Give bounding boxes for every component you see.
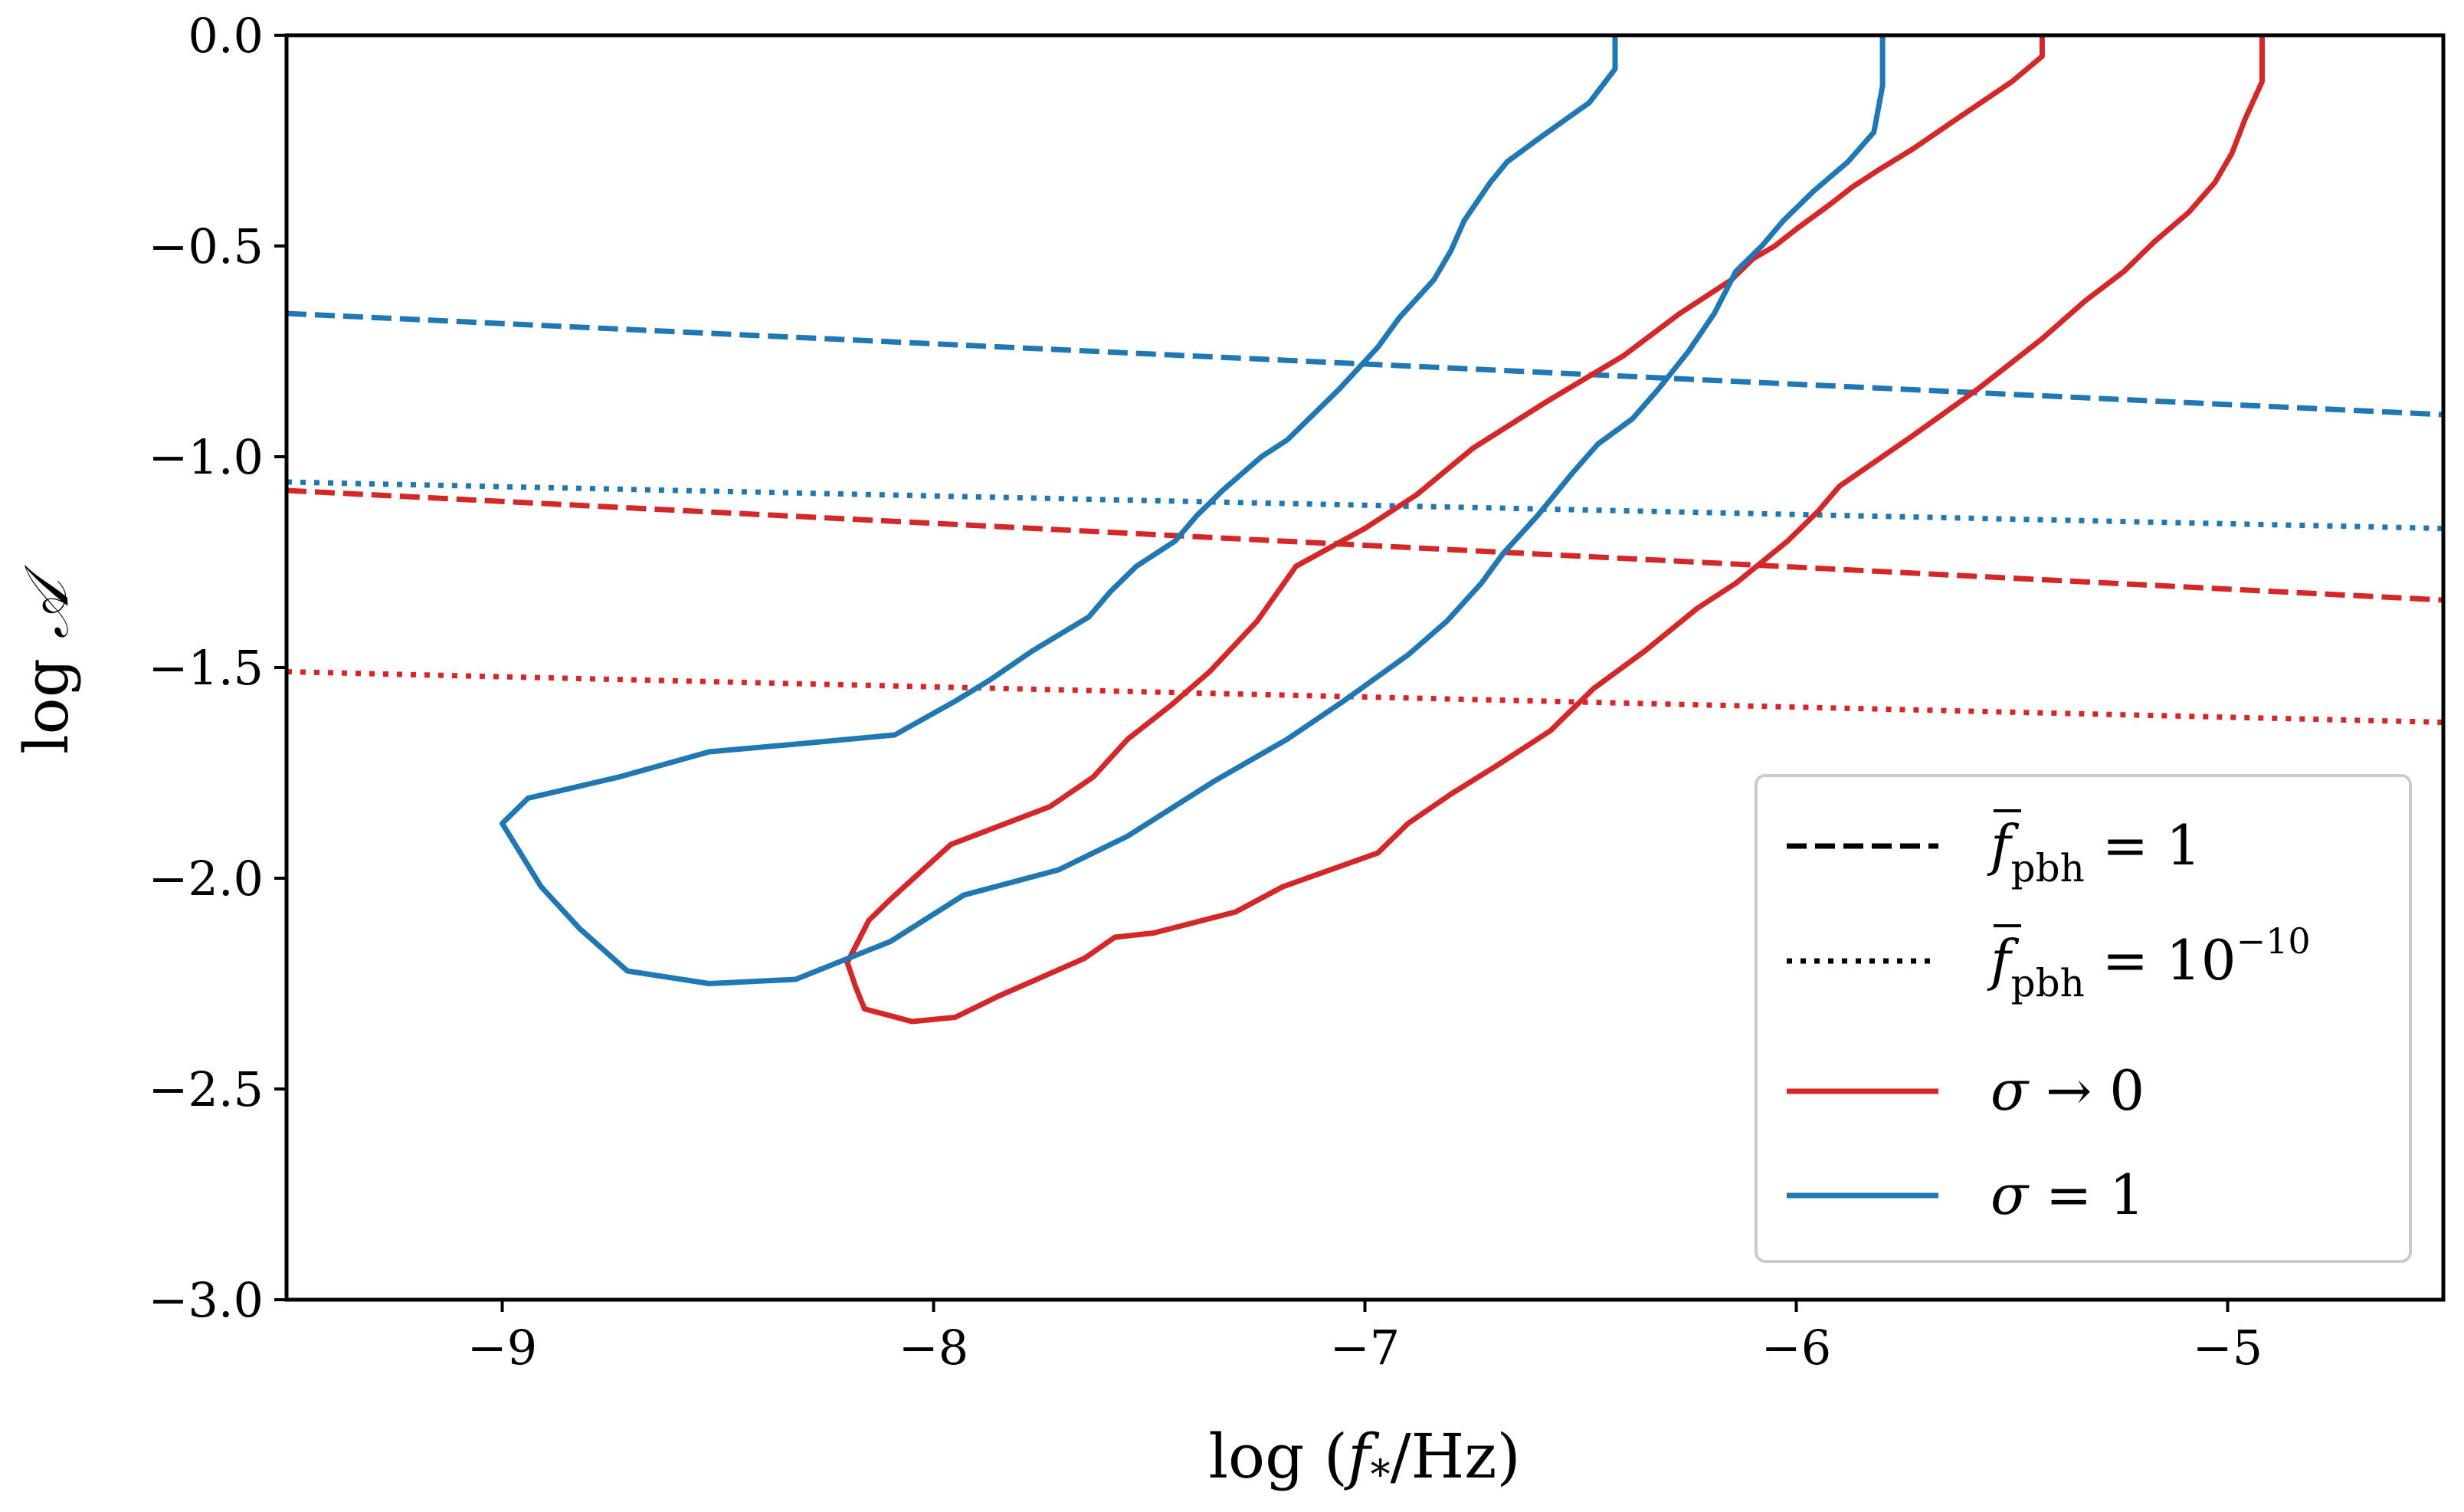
legend-entries: fpbh = 1 fpbh = 10−10 σ → 0 σ = 1 [1787, 809, 2311, 1227]
x-axis-label-unit: /Hz [1391, 1421, 1497, 1492]
y-axis-label-prefix: log [11, 658, 82, 754]
x-axis-label-prefix: log [1208, 1421, 1304, 1492]
y-axis: 0.0 −0.5 −1.0 −1.5 −2.0 −2.5 −3.0 [148, 8, 287, 1328]
x-tick-label: −7 [1330, 1320, 1400, 1376]
x-tick-label: −5 [2193, 1320, 2262, 1376]
legend-label: σ → 0 [1991, 1058, 2145, 1123]
y-tick-label: −2.5 [148, 1061, 264, 1117]
legend-label: σ = 1 [1991, 1163, 2145, 1227]
series-blue-contour [500, 35, 1886, 986]
x-axis: −9 −8 −7 −6 −5 [467, 1300, 2262, 1376]
y-axis-label: log 𝒜 [11, 565, 82, 754]
y-tick-label: 0.0 [188, 8, 264, 64]
x-tick-label: −9 [467, 1320, 537, 1376]
legend-label: fpbh = 10−10 [1987, 920, 2311, 1005]
x-axis-label-sub: * [1371, 1452, 1391, 1498]
series-blue-dotted [287, 479, 2443, 531]
y-tick-label: −0.5 [148, 218, 264, 274]
series-red-dashed [287, 487, 2443, 603]
x-axis-label: log (f*/Hz) [1208, 1421, 1520, 1498]
legend-label: fpbh = 1 [1987, 813, 2201, 890]
y-tick-label: −1.0 [148, 429, 264, 485]
x-tick-label: −8 [899, 1320, 968, 1376]
x-tick-label: −6 [1761, 1320, 1831, 1376]
legend-box [1755, 774, 2412, 1263]
legend: fpbh = 1 fpbh = 10−10 σ → 0 σ = 1 [1755, 774, 2412, 1263]
series-red-dotted [287, 669, 2443, 725]
y-tick-label: −2.0 [148, 851, 264, 907]
y-tick-label: −3.0 [148, 1272, 264, 1328]
plot-lines [287, 35, 2443, 1025]
series-red-contour [844, 35, 2265, 1025]
y-tick-label: −1.5 [148, 640, 264, 696]
